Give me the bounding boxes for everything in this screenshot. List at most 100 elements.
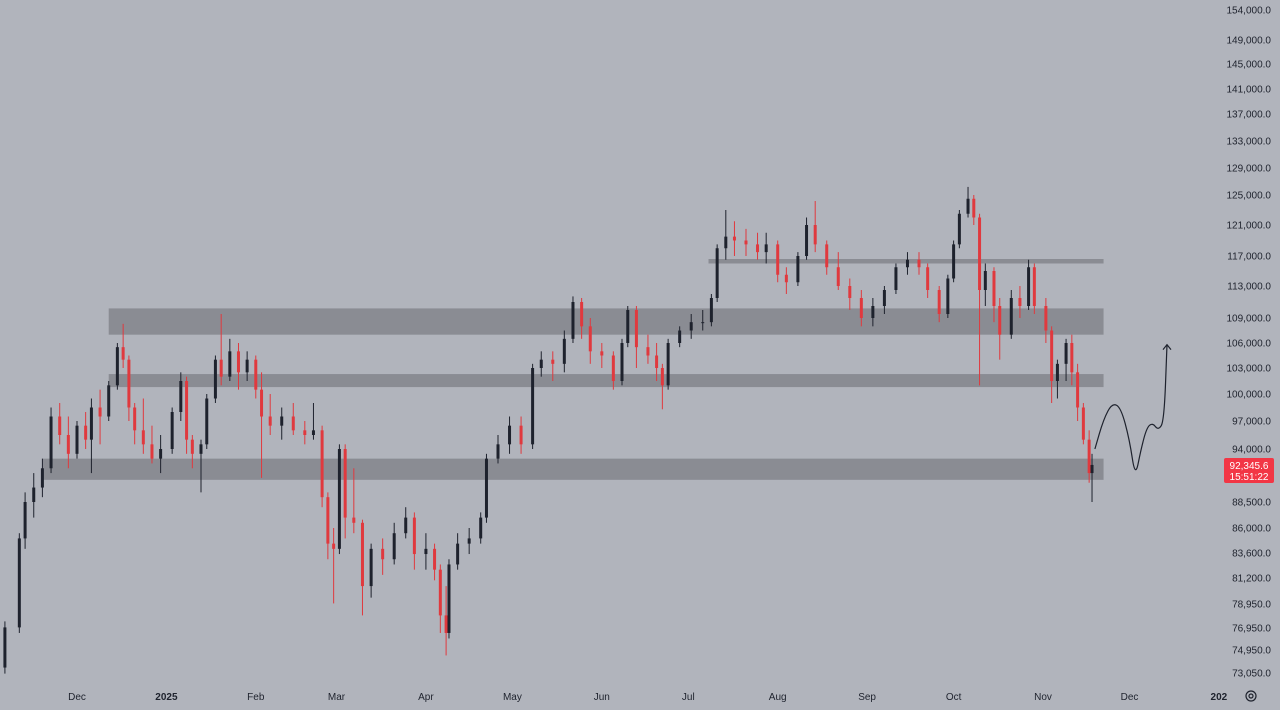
candle-body	[646, 347, 650, 356]
candle	[531, 363, 535, 449]
candle-body	[744, 240, 748, 245]
candle-body	[937, 290, 941, 314]
candle-body	[1027, 267, 1031, 306]
candle	[1027, 259, 1031, 310]
support-resistance-zone[interactable]	[108, 308, 1104, 318]
candle-body	[3, 627, 7, 668]
candle	[150, 425, 154, 464]
candle-body	[170, 412, 174, 449]
candle	[983, 263, 987, 306]
candle-body	[660, 368, 664, 386]
candle-body	[724, 236, 728, 249]
candle	[479, 512, 483, 544]
candle	[848, 278, 852, 310]
y-tick-label: 76,950.0	[1232, 624, 1271, 635]
y-tick-label: 141,000.0	[1227, 85, 1272, 96]
candle	[1055, 359, 1059, 399]
candle-body	[882, 290, 886, 306]
candle-body	[732, 236, 736, 241]
candle-body	[1018, 298, 1022, 306]
candle	[133, 403, 137, 445]
candle-body	[254, 359, 258, 390]
gear-icon[interactable]	[1245, 690, 1257, 702]
candle-body	[764, 244, 768, 253]
candle	[369, 543, 373, 598]
support-resistance-zone[interactable]	[108, 374, 1104, 388]
candle-body	[1032, 267, 1036, 306]
candle	[998, 298, 1002, 360]
candle	[1018, 286, 1022, 318]
y-tick-label: 74,950.0	[1232, 646, 1271, 657]
candle-body	[40, 468, 44, 488]
candle-body	[825, 244, 829, 268]
candle-body	[352, 517, 356, 523]
candle-body	[337, 449, 341, 549]
candle-body	[75, 425, 79, 454]
y-tick-label: 73,050.0	[1232, 669, 1271, 680]
candle-body	[571, 302, 575, 339]
x-tick-label: Oct	[946, 692, 962, 703]
candle	[84, 412, 88, 449]
y-tick-label: 81,200.0	[1232, 574, 1271, 585]
candle	[260, 372, 264, 478]
candle-body	[17, 538, 21, 628]
time-axis[interactable]: Dec 2025 Feb Mar Apr May Jun Jul Aug Sep Oct Nov Dec…	[68, 692, 1228, 703]
candle	[352, 468, 356, 534]
candle	[141, 398, 145, 454]
candle	[1044, 298, 1048, 343]
candle-body	[115, 347, 119, 386]
candle-body	[1076, 372, 1080, 408]
y-tick-label: 149,000.0	[1227, 36, 1272, 47]
candle-body	[666, 343, 670, 386]
candle	[978, 213, 982, 386]
candle-body	[966, 198, 970, 214]
candle	[424, 533, 428, 570]
support-resistance-zone[interactable]	[108, 318, 1104, 335]
candle	[360, 519, 364, 616]
candle	[98, 389, 102, 445]
candle-body	[496, 444, 500, 459]
y-tick-label: 154,000.0	[1227, 6, 1272, 17]
y-tick-label: 145,000.0	[1227, 60, 1272, 71]
y-tick-label: 88,500.0	[1232, 498, 1271, 509]
y-tick-label: 109,000.0	[1227, 314, 1272, 325]
candle-body	[369, 548, 373, 587]
candle	[926, 263, 930, 298]
candle-body	[150, 444, 154, 459]
candle-body	[343, 449, 347, 518]
candle-body	[236, 351, 240, 373]
candle	[159, 435, 163, 474]
x-tick-label: Sep	[858, 692, 876, 703]
y-tick-label: 94,000.0	[1232, 445, 1271, 456]
candle-body	[438, 569, 442, 616]
support-resistance-zone[interactable]	[42, 458, 1104, 480]
candle	[859, 290, 863, 327]
candle-body	[311, 430, 315, 435]
projection-path[interactable]	[1094, 344, 1168, 471]
candle-body	[32, 487, 36, 502]
candle	[127, 355, 131, 421]
candle	[17, 533, 21, 633]
candle	[280, 407, 284, 440]
y-tick-label: 103,000.0	[1227, 364, 1272, 375]
y-tick-label: 83,600.0	[1232, 549, 1271, 560]
candle-body	[701, 322, 705, 324]
candle	[972, 195, 976, 225]
candle	[381, 538, 385, 575]
candle	[796, 252, 800, 286]
y-tick-label: 100,000.0	[1227, 390, 1272, 401]
candle	[626, 306, 630, 348]
candle	[634, 306, 638, 368]
current-price-label: 92,345.6	[1230, 461, 1269, 472]
candle	[311, 403, 315, 440]
candle-body	[715, 248, 719, 298]
candle	[412, 512, 416, 570]
candle	[89, 398, 93, 474]
candle	[724, 210, 728, 260]
y-tick-label: 97,000.0	[1232, 417, 1271, 428]
candle-body	[98, 407, 102, 417]
candle-body	[303, 430, 307, 435]
price-axis[interactable]: 154,000.0 149,000.0 145,000.0 141,000.0 137,…	[1227, 6, 1272, 680]
